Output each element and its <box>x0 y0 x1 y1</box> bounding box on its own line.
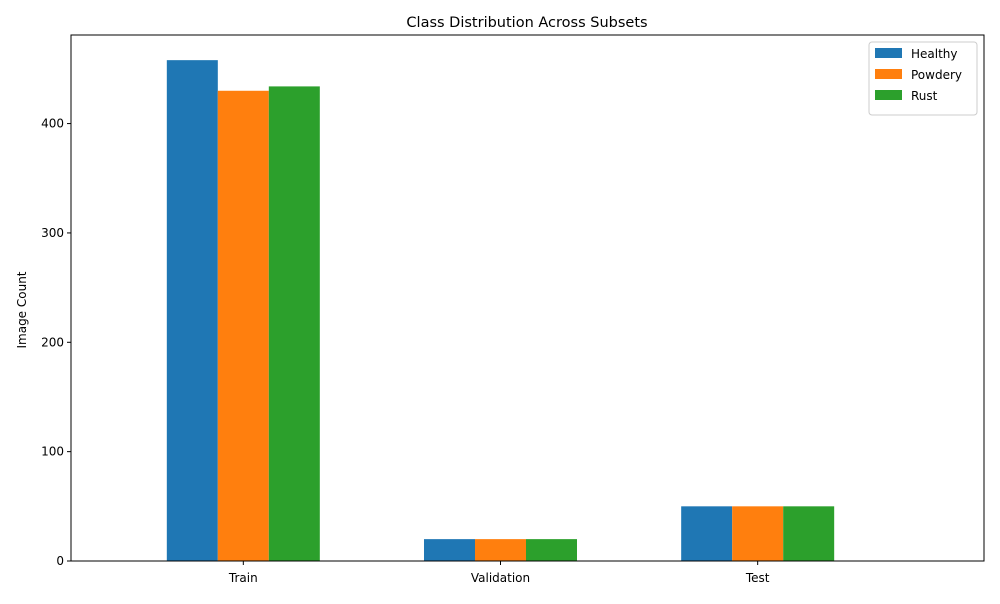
legend-label-rust: Rust <box>911 89 938 103</box>
y-tick-label: 400 <box>41 117 64 131</box>
legend-swatch-healthy <box>875 48 902 58</box>
bar-powdery-test <box>732 506 784 561</box>
legend: Healthy Powdery Rust <box>868 41 978 116</box>
legend-swatch-rust <box>875 90 902 100</box>
bar-rust-test <box>783 506 835 561</box>
y-tick-label: 0 <box>56 554 64 568</box>
axes-layer <box>70 34 985 562</box>
x-tick-label: Train <box>228 571 258 585</box>
chart-title: Class Distribution Across Subsets <box>406 15 647 31</box>
y-tick-label: 100 <box>41 445 64 459</box>
y-tick-label: 300 <box>41 226 64 240</box>
bar-powdery-train <box>217 90 269 562</box>
y-tick-label: 200 <box>41 335 64 349</box>
legend-label-healthy: Healthy <box>911 47 958 61</box>
legend-label-powdery: Powdery <box>911 68 962 82</box>
bar-healthy-validation <box>423 539 475 561</box>
legend-swatch-powdery <box>875 69 902 79</box>
x-tick-label: Test <box>745 571 770 585</box>
bar-healthy-train <box>166 60 218 562</box>
bar-healthy-test <box>681 506 733 561</box>
ticks-layer: Train Validation Test 0 100 200 300 400 <box>41 117 770 585</box>
bars-layer <box>166 60 835 562</box>
x-tick-label: Validation <box>471 571 530 585</box>
bar-powdery-validation <box>474 539 526 561</box>
y-axis-label: Image Count <box>15 271 29 348</box>
bar-rust-train <box>268 86 320 561</box>
plot-frame <box>70 34 985 562</box>
bar-rust-validation <box>525 539 577 561</box>
